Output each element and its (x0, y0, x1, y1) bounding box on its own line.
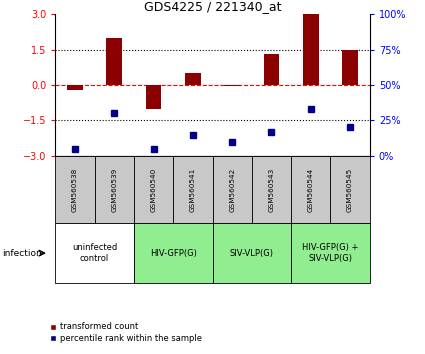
Text: uninfected
control: uninfected control (72, 244, 117, 263)
Bar (146, 85, 162, 109)
Bar (185, 73, 201, 85)
Bar (224, 85, 240, 86)
Title: GDS4225 / 221340_at: GDS4225 / 221340_at (144, 0, 281, 13)
Text: GSM560539: GSM560539 (111, 167, 117, 211)
Text: infection: infection (2, 249, 42, 258)
Text: HIV-GFP(G): HIV-GFP(G) (150, 249, 197, 258)
Text: GSM560541: GSM560541 (190, 167, 196, 211)
Text: GSM560540: GSM560540 (150, 167, 156, 211)
Bar (264, 54, 279, 85)
Bar (67, 85, 83, 90)
Text: GSM560542: GSM560542 (229, 167, 235, 211)
Text: GSM560544: GSM560544 (308, 167, 314, 211)
Text: GSM560545: GSM560545 (347, 167, 353, 211)
Text: SIV-VLP(G): SIV-VLP(G) (230, 249, 274, 258)
Legend: transformed count, percentile rank within the sample: transformed count, percentile rank withi… (47, 319, 205, 346)
Text: GSM560543: GSM560543 (269, 167, 275, 211)
Text: HIV-GFP(G) +
SIV-VLP(G): HIV-GFP(G) + SIV-VLP(G) (302, 244, 359, 263)
Bar (303, 14, 319, 85)
Bar (106, 38, 122, 85)
Text: GSM560538: GSM560538 (72, 167, 78, 211)
Bar (342, 50, 358, 85)
